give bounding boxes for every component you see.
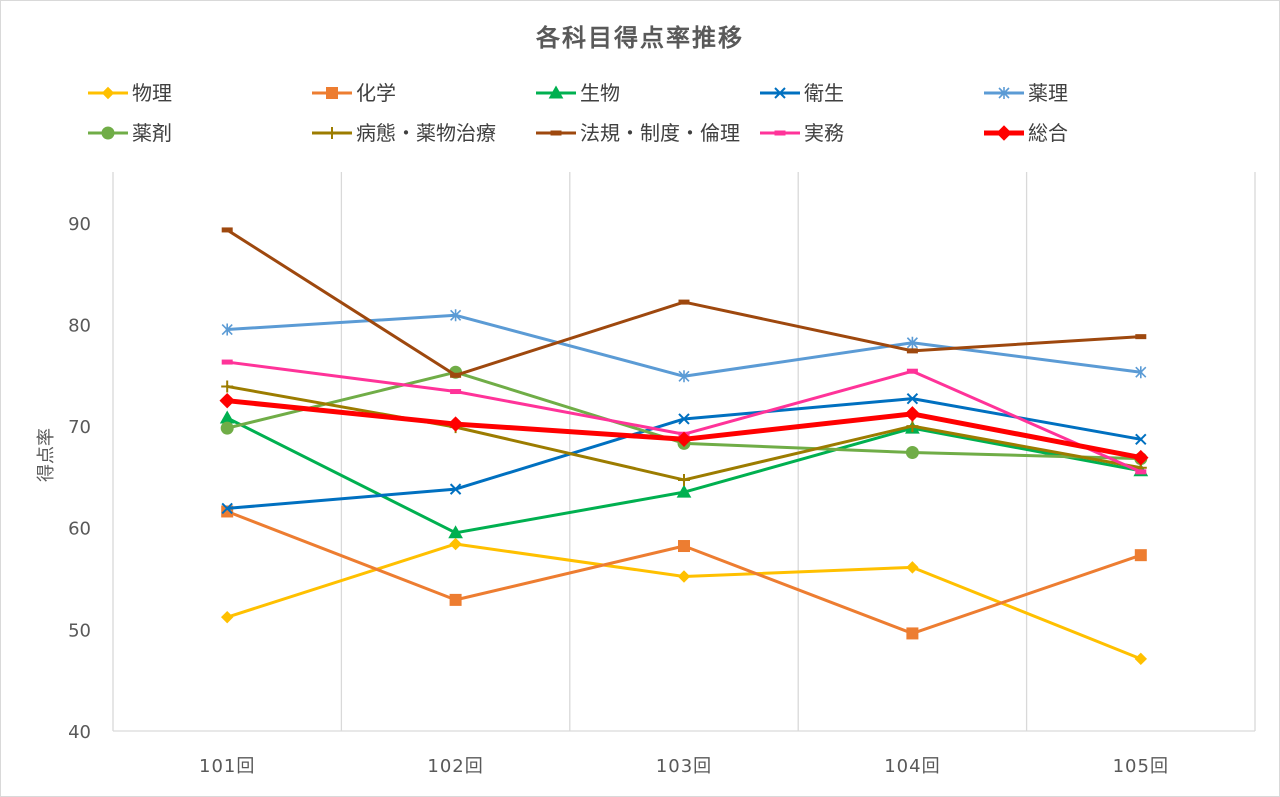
y-axis-label: 得点率 xyxy=(36,428,57,482)
data-point-marker xyxy=(1135,366,1147,379)
x-axis: 101回 102回 103回 104回 105回 xyxy=(199,756,1169,777)
data-point-marker xyxy=(221,227,233,233)
chart-title: 各科目得点率推移 xyxy=(535,24,744,52)
data-point-marker xyxy=(905,446,919,460)
data-point-marker xyxy=(1135,469,1147,475)
data-point-marker xyxy=(449,537,462,551)
legend-item: 総合 xyxy=(984,121,1068,145)
data-point-marker xyxy=(678,299,690,305)
legend-label: 実務 xyxy=(804,121,844,145)
data-point-marker xyxy=(449,593,462,606)
data-point-marker xyxy=(219,392,235,409)
y-tick-label: 70 xyxy=(68,417,91,438)
legend-item: 薬理 xyxy=(984,81,1068,105)
x-tick-label: 103回 xyxy=(656,756,712,777)
legend-item: 実務 xyxy=(760,121,844,145)
data-point-marker xyxy=(450,309,462,322)
data-point-marker xyxy=(676,431,692,448)
legend-label: 総合 xyxy=(1028,121,1068,145)
legend-label: 化学 xyxy=(356,81,396,105)
data-point-marker xyxy=(449,483,462,495)
data-point-marker xyxy=(904,406,921,422)
data-point-marker xyxy=(220,421,234,435)
data-point-marker xyxy=(448,525,463,539)
legend-item: 法規・制度・倫理 xyxy=(536,121,740,145)
series-2 xyxy=(221,505,1147,640)
legend-label: 法規・制度・倫理 xyxy=(580,121,740,145)
y-tick-label: 40 xyxy=(68,722,91,743)
data-point-marker xyxy=(678,370,690,383)
legend-label: 衛生 xyxy=(804,81,844,105)
data-point-marker xyxy=(220,610,234,624)
series-8 xyxy=(221,227,1147,378)
data-point-marker xyxy=(221,380,234,393)
data-point-marker xyxy=(221,505,234,518)
series-10 xyxy=(219,392,1149,466)
legend-item: 化学 xyxy=(312,81,396,105)
data-point-marker xyxy=(221,359,233,365)
data-point-marker xyxy=(678,473,690,486)
series-5 xyxy=(221,309,1147,383)
data-point-marker xyxy=(906,392,919,405)
x-tick-label: 105回 xyxy=(1113,756,1169,777)
data-point-marker xyxy=(906,348,918,354)
y-axis: 40 50 60 70 80 90 xyxy=(68,214,91,743)
data-point-marker xyxy=(447,416,464,432)
series-group xyxy=(219,227,1149,666)
legend-item: 衛生 xyxy=(760,81,844,105)
data-point-marker xyxy=(774,130,786,136)
legend-label: 生物 xyxy=(580,81,620,105)
x-tick-label: 102回 xyxy=(427,756,483,777)
x-tick-label: 104回 xyxy=(884,756,940,777)
data-point-marker xyxy=(906,561,919,574)
data-point-marker xyxy=(906,336,918,349)
data-point-marker xyxy=(326,87,338,99)
data-point-marker xyxy=(1134,549,1147,562)
data-point-marker xyxy=(326,127,338,139)
data-point-marker xyxy=(1135,433,1147,446)
data-point-marker xyxy=(450,372,462,378)
data-point-marker xyxy=(996,125,1012,141)
data-point-marker xyxy=(450,389,462,395)
legend-item: 生物 xyxy=(536,81,620,105)
data-point-marker xyxy=(906,420,919,433)
data-point-marker xyxy=(1135,334,1147,340)
data-point-marker xyxy=(548,85,564,99)
legend-item: 物理 xyxy=(88,81,172,105)
legend-item: 薬剤 xyxy=(88,121,172,145)
data-point-marker xyxy=(998,87,1010,99)
legend-label: 病態・薬物治療 xyxy=(356,121,496,145)
data-point-marker xyxy=(774,87,786,99)
data-point-marker xyxy=(1133,449,1149,466)
series-4 xyxy=(221,392,1147,515)
y-tick-label: 50 xyxy=(68,620,91,641)
data-point-marker xyxy=(1134,652,1148,666)
y-tick-label: 60 xyxy=(68,519,91,540)
x-tick-label: 101回 xyxy=(199,756,255,777)
data-point-marker xyxy=(676,484,692,498)
data-point-marker xyxy=(221,502,233,515)
data-point-marker xyxy=(678,413,690,425)
data-point-marker xyxy=(678,540,690,553)
legend-label: 薬剤 xyxy=(132,121,172,145)
data-point-marker xyxy=(550,130,562,136)
data-point-marker xyxy=(101,126,115,140)
gridlines xyxy=(112,172,1256,732)
y-tick-label: 90 xyxy=(68,214,91,235)
data-point-marker xyxy=(677,570,691,583)
data-point-marker xyxy=(906,368,918,374)
y-tick-label: 80 xyxy=(68,315,91,336)
legend-item: 病態・薬物治療 xyxy=(312,121,496,145)
series-1 xyxy=(220,537,1148,666)
legend-label: 薬理 xyxy=(1028,81,1068,105)
legend-label: 物理 xyxy=(132,81,172,105)
data-point-marker xyxy=(101,86,115,100)
data-point-marker xyxy=(906,627,919,640)
data-point-marker xyxy=(221,323,233,336)
